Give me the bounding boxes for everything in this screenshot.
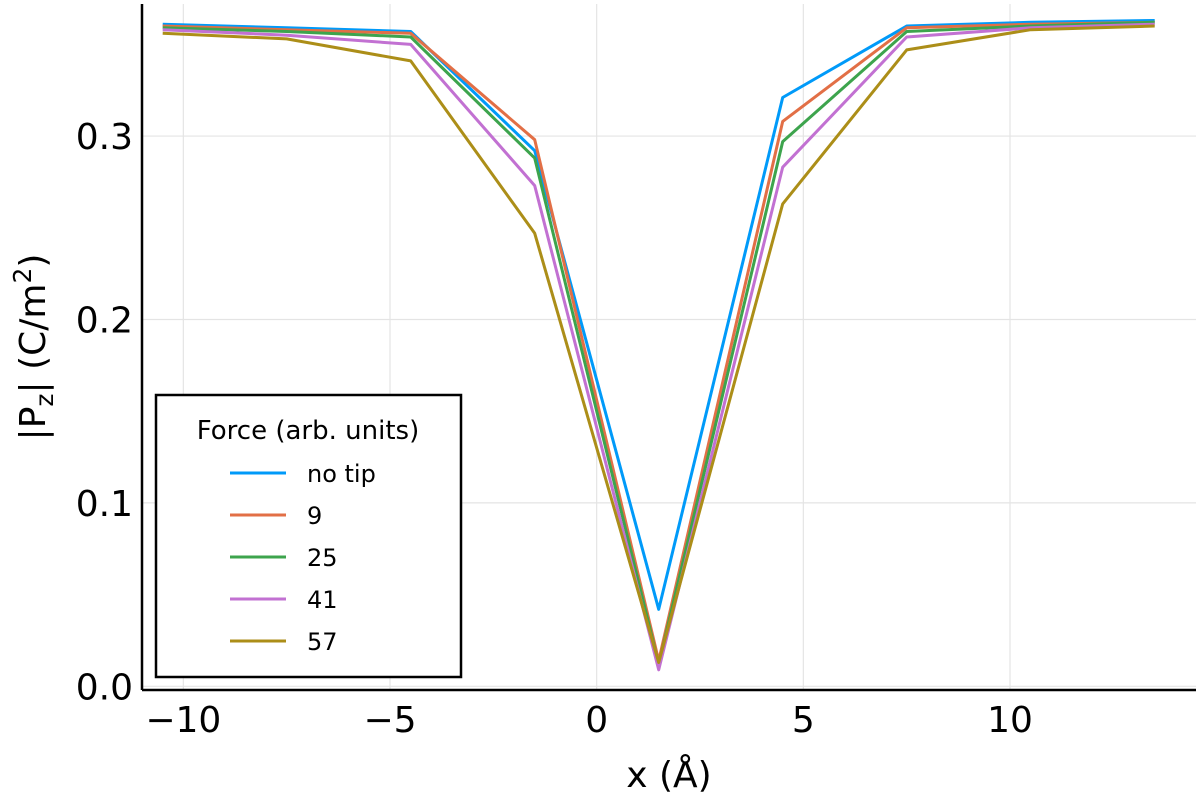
y-axis-label-superscript: 2 [8, 268, 37, 284]
x-tick-label: 0 [585, 700, 608, 741]
y-axis-label-rest: | (C/m [13, 284, 54, 394]
x-tick-label: −10 [145, 700, 221, 741]
legend-label: 25 [307, 544, 338, 572]
x-tick-labels: −10 −5 0 5 10 [145, 700, 1033, 741]
y-axis-label: |Pz| (C/m2) [8, 254, 59, 441]
legend-label: 9 [307, 502, 322, 530]
x-axis-label: x (Å) [626, 753, 711, 796]
series-line-4 [162, 24, 1155, 664]
legend-items: no tip 9 25 41 57 [230, 460, 376, 656]
series-line-3 [162, 22, 1155, 672]
legend: Force (arb. units) no tip 9 25 41 57 [154, 393, 463, 679]
series-line-0 [162, 19, 1155, 611]
axes [140, 4, 1196, 692]
x-tick-label: −5 [363, 700, 416, 741]
y-tick-label: 0.2 [76, 300, 133, 341]
x-tick-label: 10 [987, 700, 1033, 741]
y-tick-label: 0.1 [76, 484, 133, 525]
y-tick-labels: 0.0 0.1 0.2 0.3 [76, 117, 133, 708]
y-axis-label-subscript: z [30, 393, 59, 406]
y-axis-label-main: |P [13, 407, 54, 441]
y-tick-label: 0.3 [76, 117, 133, 158]
legend-box [154, 393, 463, 679]
legend-label: no tip [307, 460, 376, 488]
x-tick-label: 5 [792, 700, 815, 741]
y-axis-label-end: ) [13, 254, 54, 268]
series-lines [162, 19, 1155, 672]
legend-label: 41 [307, 586, 338, 614]
legend-title: Force (arb. units) [197, 416, 419, 446]
legend-label: 57 [307, 628, 338, 656]
y-tick-label: 0.0 [76, 667, 133, 708]
